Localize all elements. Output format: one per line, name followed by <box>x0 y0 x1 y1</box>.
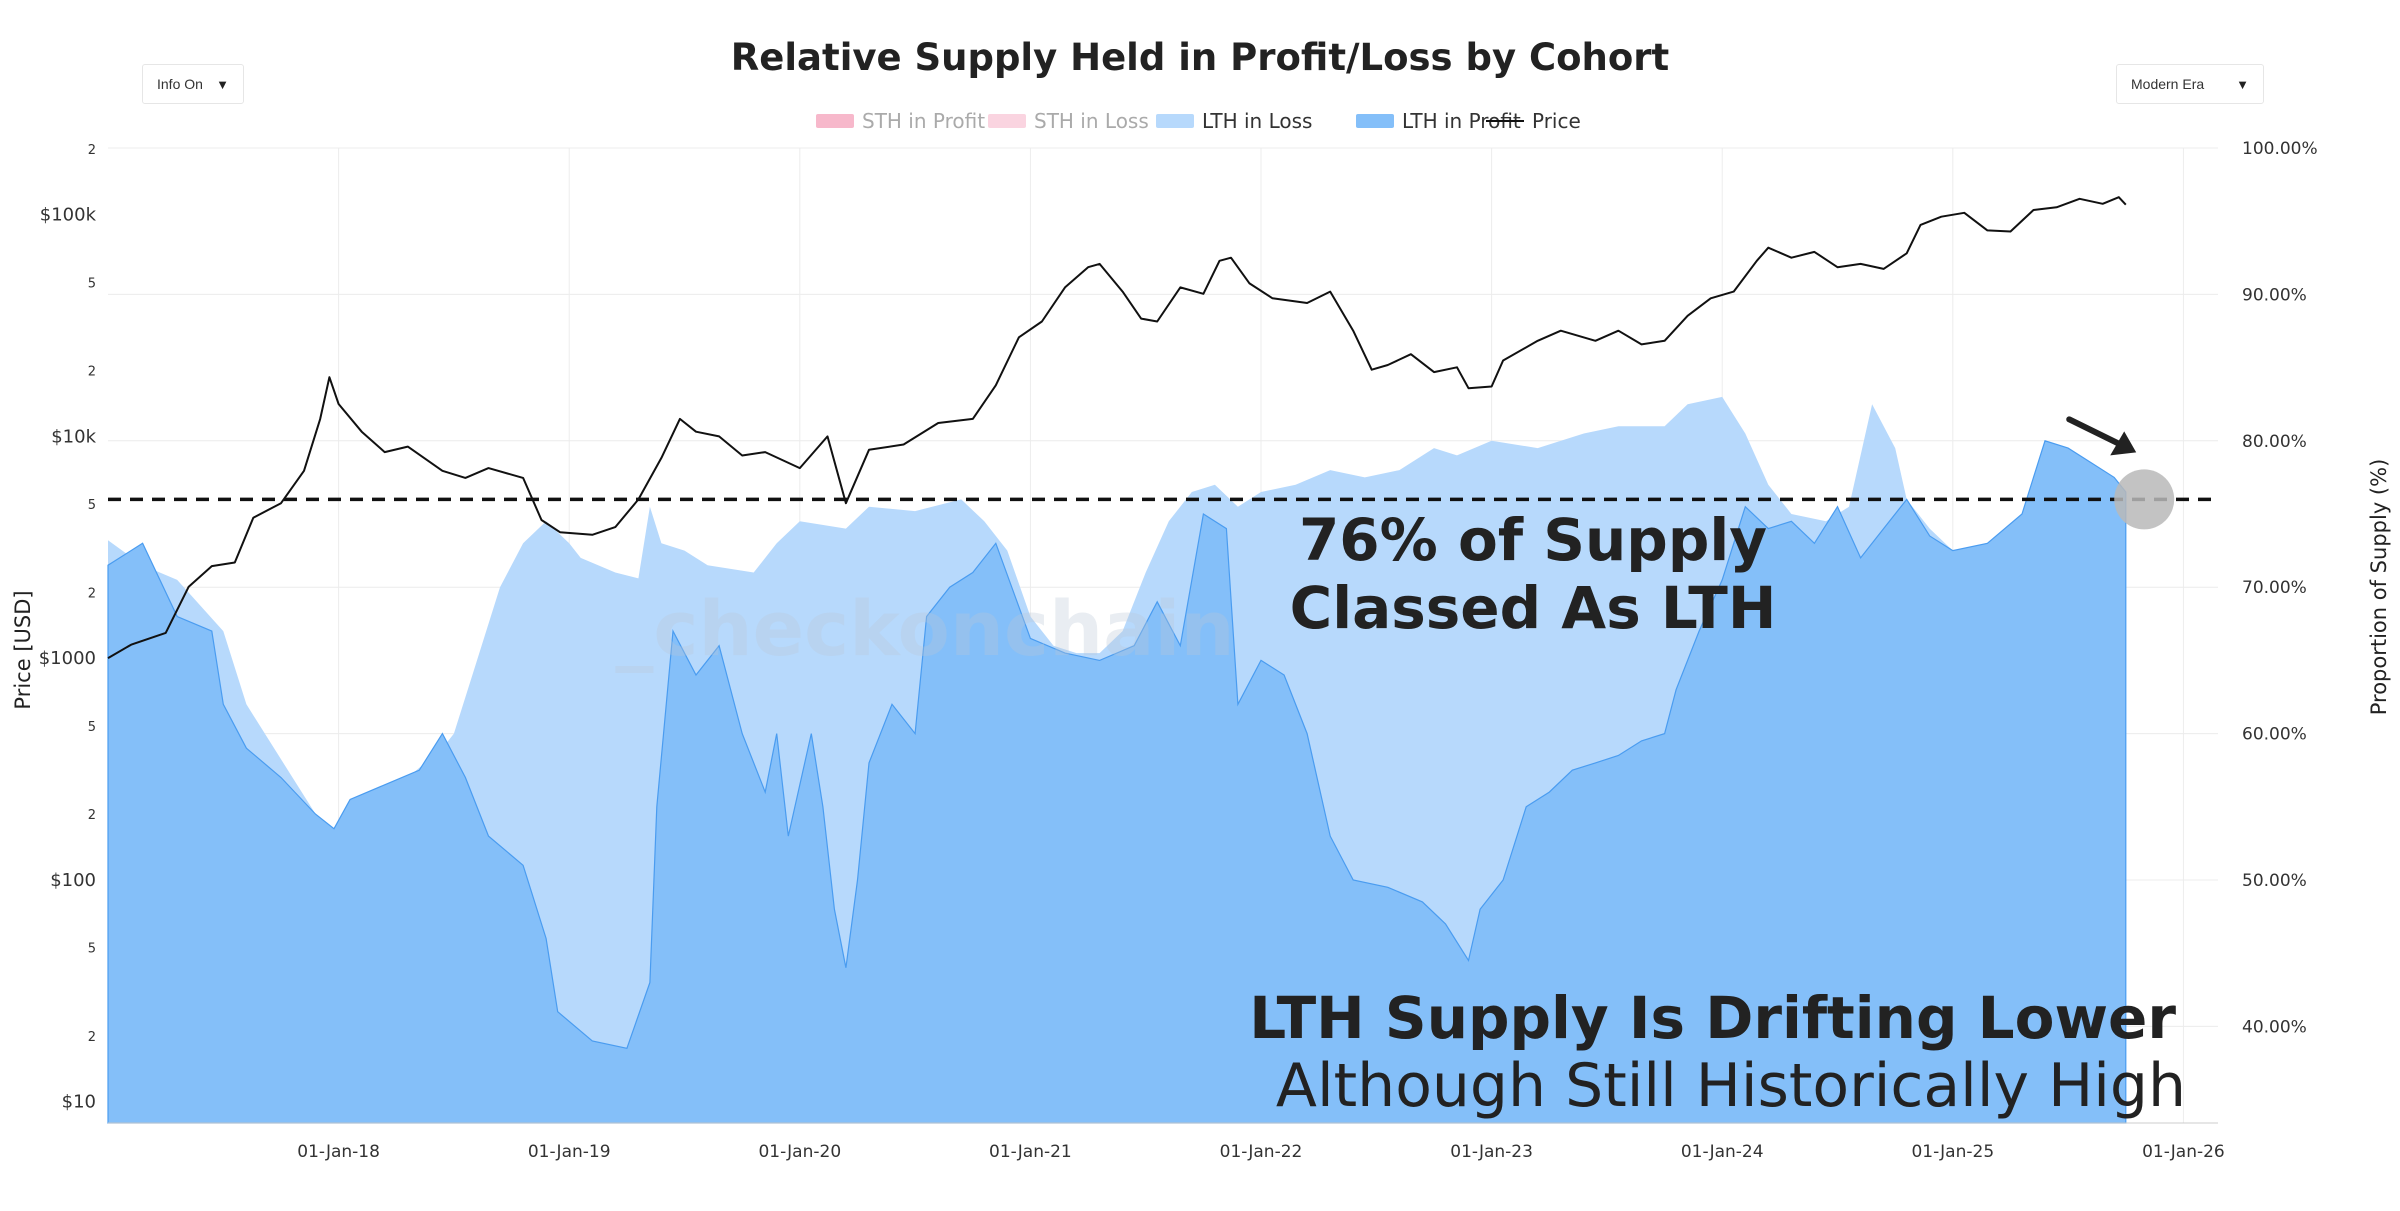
right-tick-label: 80.00% <box>2242 432 2307 452</box>
legend-label: STH in Loss <box>1034 109 1149 133</box>
legend-label: Price <box>1532 109 1581 133</box>
left-tick-label: 5 <box>88 276 96 291</box>
right-tick-label: 70.00% <box>2242 578 2307 598</box>
left-tick-label: $100k <box>40 205 97 226</box>
chevron-down-icon: ▼ <box>2236 76 2249 92</box>
x-tick-label: 01-Jan-26 <box>2142 1142 2225 1162</box>
x-tick-label: 01-Jan-21 <box>989 1142 1072 1162</box>
x-tick-label: 01-Jan-18 <box>297 1142 380 1162</box>
axes: 01-Jan-18 01-Jan-19 01-Jan-20 01-Jan-21 01-J… <box>39 139 2318 1162</box>
annotation-headline: LTH Supply Is Drifting Lower <box>1249 984 2176 1052</box>
left-tick-label: 2 <box>88 143 96 158</box>
left-tick-label: $1000 <box>39 648 96 669</box>
era-select-label: Modern Era <box>2131 76 2205 92</box>
x-tick-label: 01-Jan-22 <box>1220 1142 1303 1162</box>
right-tick-label: 50.00% <box>2242 871 2307 891</box>
price-line <box>107 196 2127 659</box>
right-axis-label: Proportion of Supply (%) <box>2367 459 2391 716</box>
legend[interactable]: STH in Profit STH in Loss LTH in Loss LTH i… <box>816 109 1581 133</box>
legend-label: LTH in Loss <box>1202 109 1312 133</box>
right-tick-label: 60.00% <box>2242 725 2307 745</box>
info-toggle-label: Info On <box>157 76 203 92</box>
left-tick-label: $100 <box>50 870 96 891</box>
legend-swatch-icon <box>1156 114 1194 128</box>
left-tick-label: $10 <box>62 1092 96 1113</box>
left-tick-label: 5 <box>88 720 96 735</box>
era-select-dropdown[interactable]: Modern Era ▼ <box>2116 64 2264 104</box>
legend-swatch-icon <box>816 114 854 128</box>
chart-title: Relative Supply Held in Profit/Loss by C… <box>731 36 1669 79</box>
watermark: _checkonchain <box>615 584 1234 673</box>
price-series <box>107 196 2127 659</box>
legend-label: STH in Profit <box>862 109 985 133</box>
chevron-down-icon: ▼ <box>216 76 229 92</box>
annotation-lth-share-line1: 76% of Supply <box>1299 506 1767 574</box>
legend-swatch-icon <box>988 114 1026 128</box>
left-axis-label: Price [USD] <box>11 590 35 709</box>
arrow-head-icon <box>2110 431 2137 456</box>
annotation-lth-share-line2: Classed As LTH <box>1290 574 1777 642</box>
area-series <box>107 396 2127 1124</box>
x-tick-label: 01-Jan-23 <box>1450 1142 1533 1162</box>
left-tick-label: 2 <box>88 586 96 601</box>
x-tick-label: 01-Jan-20 <box>758 1142 841 1162</box>
current-value-marker <box>2114 469 2175 530</box>
right-tick-label: 40.00% <box>2242 1017 2307 1037</box>
left-tick-label: 2 <box>88 808 96 823</box>
left-tick-label: 2 <box>88 1030 96 1045</box>
annotation-subheadline: Although Still Historically High <box>1276 1051 2186 1121</box>
right-tick-label: 90.00% <box>2242 285 2307 305</box>
x-tick-label: 01-Jan-25 <box>1911 1142 1994 1162</box>
info-toggle-dropdown[interactable]: Info On ▼ <box>142 64 244 104</box>
right-tick-label: 100.00% <box>2242 139 2318 159</box>
lth-in-profit-area <box>107 440 2127 1124</box>
x-tick-label: 01-Jan-24 <box>1681 1142 1764 1162</box>
x-tick-label: 01-Jan-19 <box>528 1142 611 1162</box>
left-tick-label: 5 <box>88 942 96 957</box>
left-tick-label: 2 <box>88 365 96 380</box>
arrow-icon <box>2066 416 2130 451</box>
reference-line-group <box>108 416 2218 530</box>
legend-swatch-icon <box>1356 114 1394 128</box>
left-tick-label: $10k <box>51 426 96 447</box>
left-tick-label: 5 <box>88 498 96 513</box>
